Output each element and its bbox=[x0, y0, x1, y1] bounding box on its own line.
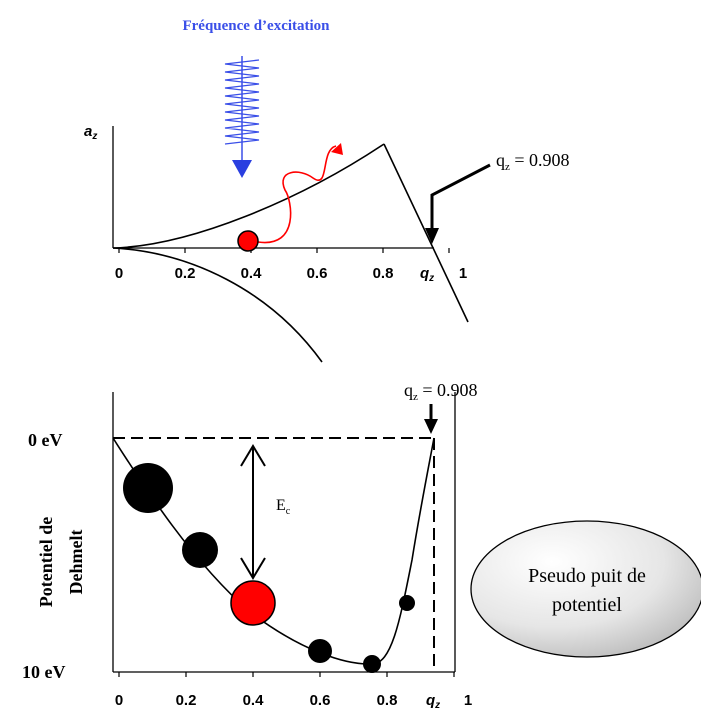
top-x-tick-label: 0.2 bbox=[175, 265, 196, 282]
bottom-x-tick-label: 1 bbox=[464, 692, 472, 709]
top-x-tick-label: 0.8 bbox=[373, 265, 394, 282]
top-x-ticks: 0 0.2 0.4 0.6 0.8 1 bbox=[115, 248, 467, 282]
pseudo-well-bubble bbox=[470, 520, 701, 658]
excitation-wave-icon bbox=[224, 56, 260, 178]
ion-red-dot-bottom bbox=[230, 580, 276, 626]
top-x-tick-label: 0.6 bbox=[307, 265, 328, 282]
bottom-x-tick-label: 0.8 bbox=[377, 692, 398, 709]
ion-trajectory bbox=[257, 145, 337, 244]
pseudo-well-label-line2: potentiel bbox=[552, 594, 622, 616]
top-panel: Fréquence d’excitation az 0 0.2 0.4 0.6 0.8 1… bbox=[84, 18, 570, 363]
bottom-qz-callout: qz = 0.908 bbox=[404, 380, 478, 403]
pseudo-well-label-line1: Pseudo puit de bbox=[528, 565, 646, 587]
top-y-axis-label: az bbox=[84, 123, 97, 142]
ion-dot-small bbox=[308, 639, 332, 663]
ion-dot-smaller bbox=[363, 655, 381, 673]
energy-double-arrow bbox=[240, 444, 266, 580]
bottom-panel: Ec 0 eV 10 eV Potentiel de Dehmelt 0 0.2 0… bbox=[22, 380, 701, 711]
top-x-tick-label: 0 bbox=[115, 265, 123, 282]
bottom-x-tick-label: 0 bbox=[115, 692, 123, 709]
bottom-x-axis-label: qz bbox=[426, 692, 440, 711]
lower-stability-curve bbox=[112, 247, 323, 363]
excitation-frequency-label: Fréquence d’excitation bbox=[182, 18, 330, 34]
upper-stability-curve bbox=[112, 143, 385, 249]
bottom-qz-pointer-head bbox=[424, 419, 438, 434]
top-x-tick-label: 1 bbox=[459, 265, 467, 282]
bottom-y-axis-title: Potentiel de Dehmelt bbox=[36, 517, 86, 607]
falling-boundary-line bbox=[383, 143, 469, 323]
ten-ev-label: 10 eV bbox=[22, 662, 66, 682]
top-qz-pointer bbox=[430, 163, 491, 230]
ion-dot-medium bbox=[182, 532, 218, 568]
bottom-x-tick-label: 0.4 bbox=[243, 692, 265, 709]
top-qz-callout: qz = 0.908 bbox=[496, 150, 570, 173]
zero-ev-label: 0 eV bbox=[28, 430, 63, 450]
ion-dot-smallest bbox=[399, 595, 415, 611]
excitation-arrow-head bbox=[232, 160, 252, 178]
top-qz-pointer-head bbox=[425, 228, 439, 244]
bottom-x-tick-label: 0.6 bbox=[310, 692, 331, 709]
ion-trajectory-arrow-head bbox=[331, 143, 343, 155]
ion-red-dot bbox=[237, 230, 259, 252]
bottom-x-tick-label: 0.2 bbox=[176, 692, 197, 709]
svg-text:Dehmelt: Dehmelt bbox=[66, 530, 86, 595]
ion-dot-large bbox=[123, 463, 173, 513]
top-x-axis-label: qz bbox=[420, 265, 434, 284]
svg-text:Potentiel de: Potentiel de bbox=[36, 517, 56, 607]
bottom-x-ticks: 0 0.2 0.4 0.6 0.8 1 bbox=[115, 672, 472, 709]
top-x-tick-label: 0.4 bbox=[241, 265, 263, 282]
energy-label: Ec bbox=[276, 497, 291, 517]
